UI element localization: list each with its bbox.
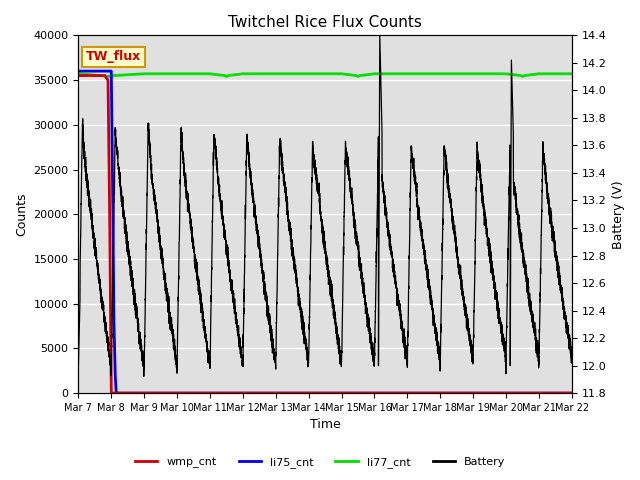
Legend: wmp_cnt, li75_cnt, li77_cnt, Battery: wmp_cnt, li75_cnt, li77_cnt, Battery: [131, 452, 509, 472]
Text: TW_flux: TW_flux: [86, 50, 141, 63]
Y-axis label: Counts: Counts: [15, 192, 28, 236]
X-axis label: Time: Time: [310, 419, 340, 432]
Y-axis label: Battery (V): Battery (V): [612, 180, 625, 249]
Title: Twitchel Rice Flux Counts: Twitchel Rice Flux Counts: [228, 15, 422, 30]
